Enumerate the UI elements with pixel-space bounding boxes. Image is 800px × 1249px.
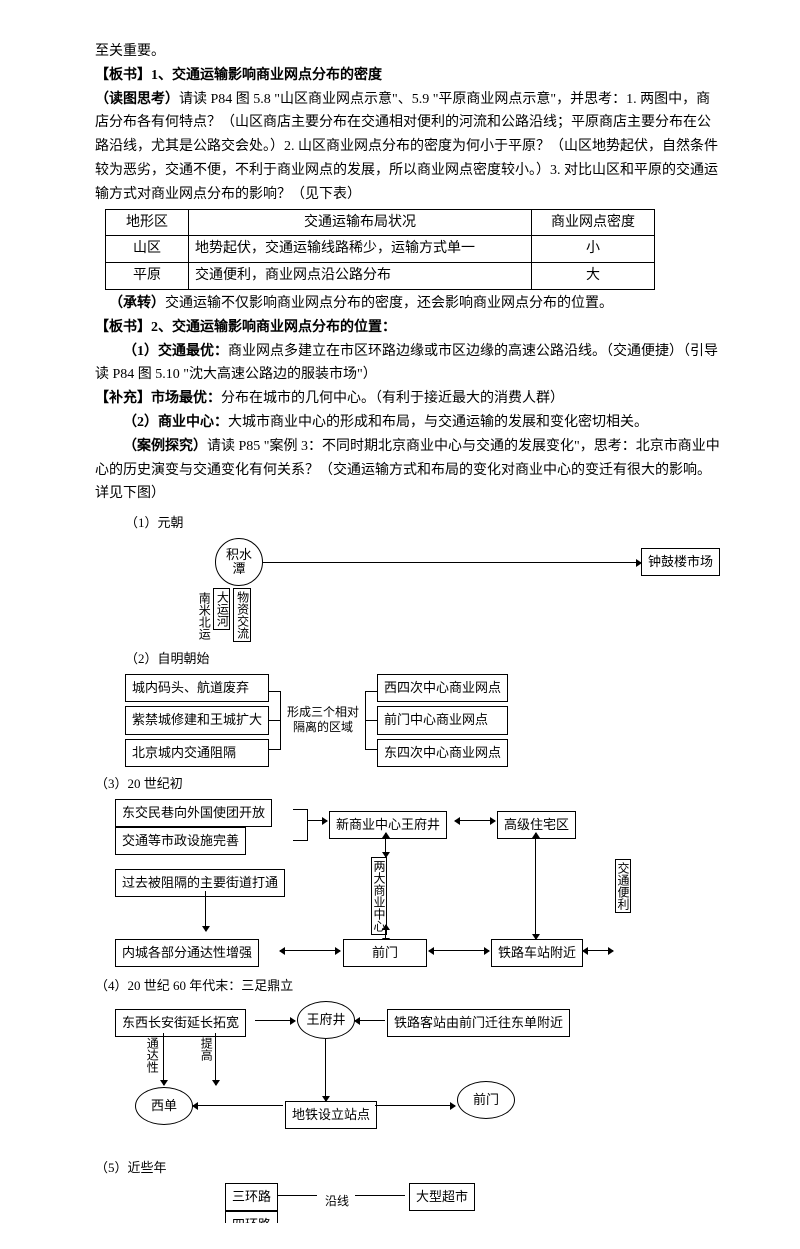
node: 大型超市 <box>409 1183 475 1211</box>
text: 大城市商业中心的形成和布局，与交通运输的发展和变化密切相关。 <box>228 415 648 430</box>
td: 地势起伏，交通运输线路稀少，运输方式单一 <box>189 236 532 263</box>
label: 通达性 <box>145 1037 158 1073</box>
diagram-title: （2）自明朝始 <box>125 648 720 670</box>
node: 铁路车站附近 <box>491 939 583 967</box>
node: 紫禁城修建和王城扩大 <box>125 706 269 734</box>
text: 分布在城市的几何中心。（有利于接近最大的消费人群） <box>221 391 564 406</box>
diagram-2: （2）自明朝始 城内码头、航道废弃 紫禁城修建和王城扩大 北京城内交通阻隔 形成… <box>125 648 720 766</box>
diagram-1: （1）元朝 积水 潭 钟鼓楼市场 南米北运 大运河 物资交流 <box>125 512 720 642</box>
node: 积水 潭 <box>215 538 263 586</box>
label: （2）商业中心： <box>123 415 228 430</box>
th: 商业网点密度 <box>532 209 655 236</box>
text: 至关重要。 <box>95 40 720 64</box>
node: 东西长安街延长拓宽 <box>115 1009 246 1037</box>
td: 小 <box>532 236 655 263</box>
node: 大运河 <box>213 588 230 630</box>
diagram-4: （4）20 世纪 60 年代末：三足鼎立 东西长安街延长拓宽 王府井 铁路客站由… <box>95 975 720 1151</box>
node: 西四次中心商业网点 <box>377 674 508 702</box>
node: 西单 <box>135 1087 193 1125</box>
label: （读图思考） <box>95 92 179 107</box>
node: 物资交流 <box>233 588 250 642</box>
th: 地形区 <box>106 209 189 236</box>
node: 北京城内交通阻隔 <box>125 739 269 767</box>
td: 交通便利，商业网点沿公路分布 <box>189 263 532 290</box>
text: 请读 P84 图 5.8 "山区商业网点示意"、5.9 "平原商业网点示意"，并… <box>95 92 718 202</box>
paragraph: （读图思考）请读 P84 图 5.8 "山区商业网点示意"、5.9 "平原商业网… <box>95 88 720 207</box>
td: 山区 <box>106 236 189 263</box>
node: 前门 <box>343 939 427 967</box>
label: （承转） <box>109 296 165 311</box>
paragraph: （案例探究）请读 P85 "案例 3：不同时期北京商业中心与交通的发展变化"，思… <box>95 435 720 506</box>
paragraph: （1）交通最优：商业网点多建立在市区环路边缘或市区边缘的高速公路沿线。（交通便捷… <box>95 340 720 388</box>
diagram-title: （5）近些年 <box>95 1157 720 1179</box>
label: 沿线 <box>325 1191 349 1211</box>
label: 形成三个相对 隔离的区域 <box>287 705 359 736</box>
node: 过去被阻隔的主要街道打通 <box>115 869 285 897</box>
node: 钟鼓楼市场 <box>641 548 720 576</box>
node: 地铁设立站点 <box>285 1101 377 1129</box>
node: 东四次中心商业网点 <box>377 739 508 767</box>
node: 交通等市政设施完善 <box>115 827 246 855</box>
heading-1: 【板书】1、交通运输影响商业网点分布的密度 <box>95 64 720 88</box>
heading-2: 【板书】2、交通运输影响商业网点分布的位置： <box>95 316 720 340</box>
node: 前门 <box>457 1081 515 1119</box>
paragraph: 【补充】市场最优：分布在城市的几何中心。（有利于接近最大的消费人群） <box>95 387 720 411</box>
diagram-title: （4）20 世纪 60 年代末：三足鼎立 <box>95 975 720 997</box>
diagram-title: （1）元朝 <box>125 512 720 534</box>
comparison-table: 地形区 交通运输布局状况 商业网点密度 山区 地势起伏，交通运输线路稀少，运输方… <box>105 209 655 290</box>
label: 【补充】市场最优： <box>95 391 221 406</box>
paragraph: （2）商业中心：大城市商业中心的形成和布局，与交通运输的发展和变化密切相关。 <box>95 411 720 435</box>
label: 提高 <box>199 1037 212 1061</box>
node: 三环路 <box>225 1183 278 1211</box>
node: 城内码头、航道废弃 <box>125 674 269 702</box>
node: 四环路 <box>225 1211 278 1223</box>
node: 内城各部分通达性增强 <box>115 939 259 967</box>
node: 前门中心商业网点 <box>377 706 508 734</box>
th: 交通运输布局状况 <box>189 209 532 236</box>
node: 王府井 <box>297 1001 355 1039</box>
td: 大 <box>532 263 655 290</box>
label: （案例探究） <box>123 439 207 454</box>
paragraph: （承转）交通运输不仅影响商业网点分布的密度，还会影响商业网点分布的位置。 <box>95 292 720 316</box>
diagram-title: （3）20 世纪初 <box>95 773 720 795</box>
diagram-5: （5）近些年 三环路 沿线 大型超市 四环路 <box>95 1157 720 1223</box>
label: （1）交通最优： <box>123 344 228 359</box>
node: 东交民巷向外国使团开放 <box>115 799 272 827</box>
label: 南米北运 <box>197 592 210 640</box>
node: 铁路客站由前门迁往东单附近 <box>387 1009 570 1037</box>
diagram-3: （3）20 世纪初 东交民巷向外国使团开放 交通等市政设施完善 新商业中心王府井… <box>95 773 720 969</box>
node: 交通便利 <box>615 859 631 913</box>
td: 平原 <box>106 263 189 290</box>
text: 交通运输不仅影响商业网点分布的密度，还会影响商业网点分布的位置。 <box>165 296 613 311</box>
